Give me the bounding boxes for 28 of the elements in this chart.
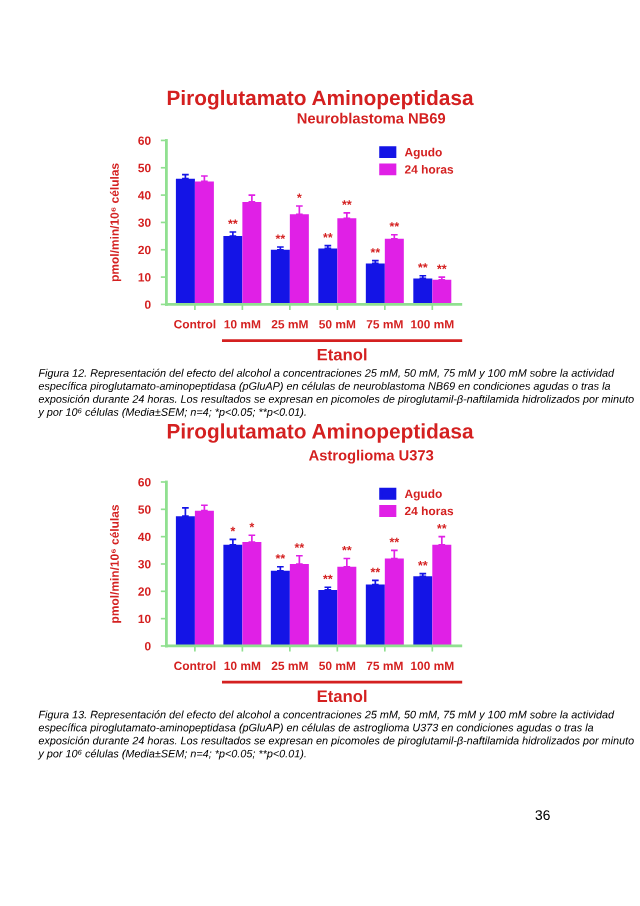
bar xyxy=(413,576,433,646)
bar xyxy=(242,542,262,646)
bar xyxy=(365,263,385,305)
bar xyxy=(318,248,338,305)
bar xyxy=(194,510,214,646)
bar xyxy=(337,566,357,646)
bar xyxy=(384,238,404,305)
bar xyxy=(194,181,214,305)
bar xyxy=(318,589,338,646)
bar xyxy=(270,570,290,646)
x-axis-title: Etanol xyxy=(317,689,367,703)
bar xyxy=(337,218,357,305)
bar xyxy=(413,278,433,305)
bar xyxy=(384,558,404,646)
x-axis-title: Etanol xyxy=(317,348,367,361)
bar xyxy=(289,214,309,305)
bar xyxy=(432,544,452,646)
bar xyxy=(289,563,309,646)
bar xyxy=(270,249,290,305)
bar xyxy=(223,236,243,305)
bar xyxy=(365,584,385,646)
bar xyxy=(175,178,195,305)
bar xyxy=(223,544,243,646)
chart-title: Piroglutamato Aminopeptidasa xyxy=(167,423,474,443)
bar xyxy=(242,201,262,305)
chart-title: Piroglutamato Aminopeptidasa xyxy=(167,89,474,110)
bar xyxy=(432,279,452,305)
bar xyxy=(175,516,195,646)
